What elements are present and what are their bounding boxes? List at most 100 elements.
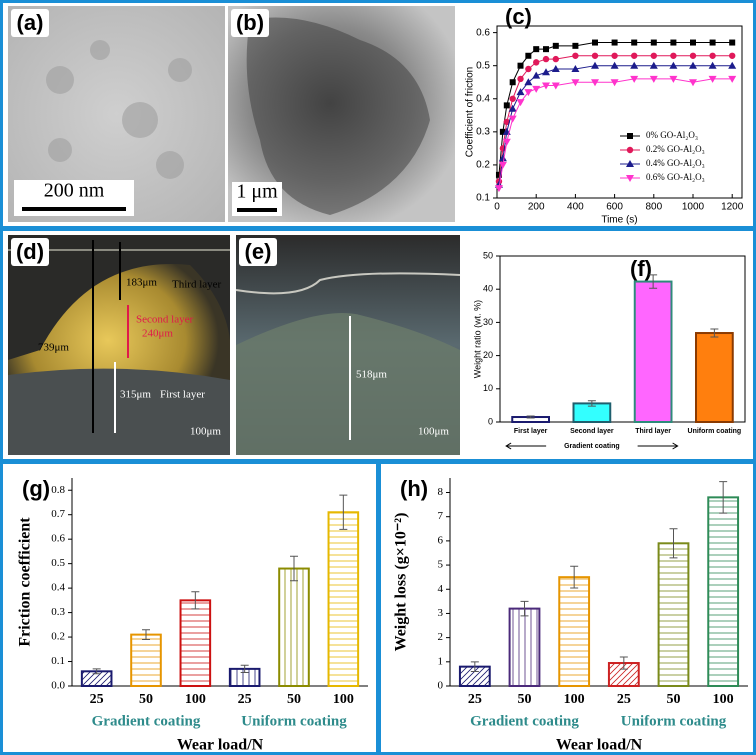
panel-label: (d) (16, 239, 44, 264)
y-tick-label: 0.1 (476, 193, 490, 204)
marker (592, 39, 598, 46)
y-tick-label: 0.4 (476, 93, 490, 104)
x-tick-label: 100 (713, 692, 734, 707)
y-tick-label: 5 (438, 559, 444, 571)
y-tick-label: 3 (438, 607, 444, 619)
marker (709, 52, 716, 59)
y-tick-label: 30 (483, 317, 493, 327)
marker (532, 85, 541, 93)
image-e: (e) 518μm 100μm (235, 235, 461, 455)
bar (278, 567, 310, 688)
image-b: (b) 1 μm (228, 6, 455, 222)
y-tick-label: 0.5 (476, 60, 490, 71)
y-tick-label: 0.6 (51, 533, 65, 545)
marker (689, 52, 697, 59)
scale-label: 200 nm (44, 180, 105, 202)
error-bar (587, 400, 596, 407)
y-tick-label: 0.6 (476, 27, 490, 38)
error-bar (290, 555, 298, 582)
x-tick-label: 600 (606, 202, 623, 213)
error-bar (570, 565, 579, 589)
marker (631, 39, 638, 46)
legend-marker (626, 146, 634, 154)
y-tick-label: 7 (438, 510, 444, 522)
image-d: (d) 183μm Third layer Second layer 240μm… (8, 235, 230, 455)
legend-label: 0.6% GO-Al₂O₃ (646, 172, 705, 182)
marker (551, 65, 560, 72)
error-bar (92, 668, 101, 675)
panel-label: (e) (245, 239, 272, 264)
error-bar (710, 328, 719, 338)
legend-label: 0% GO-Al₂O₃ (646, 130, 698, 140)
scale-label: 100μm (418, 426, 449, 438)
marker (591, 52, 599, 59)
y-tick-label: 0.3 (51, 606, 65, 618)
marker (649, 61, 658, 69)
marker (690, 39, 696, 46)
bar (327, 511, 360, 688)
y-axis-label: Weight ratio (wt. %) (472, 300, 482, 378)
marker (516, 88, 525, 96)
axis (449, 478, 748, 687)
marker (542, 82, 550, 90)
x-tick-label: 400 (567, 202, 584, 213)
group-label: Uniform coating (241, 713, 347, 729)
marker (650, 39, 657, 46)
marker (708, 75, 717, 83)
y-tick-label: 0 (438, 680, 444, 692)
marker (524, 78, 533, 86)
marker (517, 62, 524, 69)
x-tick-label: 25 (468, 692, 482, 707)
bar (130, 633, 162, 687)
image-a: (a) 200 nm (8, 6, 225, 222)
marker (611, 52, 618, 59)
plot-frame (499, 255, 746, 423)
marker (611, 39, 618, 46)
y-tick-label: 4 (438, 583, 444, 595)
x-tick-label: 200 (528, 202, 545, 213)
marker (591, 61, 599, 69)
x-tick-label: 100 (333, 692, 354, 707)
bar (179, 599, 212, 688)
scale-label: 1 μm (236, 181, 278, 203)
x-tick-label: 0 (494, 202, 500, 213)
marker (516, 99, 525, 107)
bar (558, 576, 591, 687)
marker (709, 39, 716, 46)
error-bar (520, 600, 529, 617)
y-tick-label: 0.1 (51, 655, 65, 667)
x-axis-label: Wear load/N (177, 737, 264, 754)
error-bar (339, 494, 348, 530)
y-tick-label: 50 (483, 250, 493, 260)
series-line (498, 78, 733, 189)
annotation: 183μm (126, 277, 157, 289)
marker (503, 102, 510, 109)
group-label: Uniform coating (621, 713, 727, 729)
legend-label: 0.4% GO-Al₂O₃ (646, 158, 705, 168)
y-tick-label: 2 (438, 631, 444, 643)
marker (571, 79, 580, 87)
marker (669, 61, 678, 69)
bar (633, 280, 673, 423)
marker (532, 71, 541, 79)
x-tick-label: 100 (185, 692, 206, 707)
x-tick-label: 50 (518, 692, 532, 707)
marker (610, 79, 619, 87)
x-tick-label: 1000 (682, 202, 705, 213)
marker (508, 115, 517, 123)
y-tick-label: 0.3 (476, 126, 490, 137)
error-bar (470, 661, 479, 672)
error-bar (719, 481, 728, 514)
panel-label: (f) (630, 256, 652, 281)
marker (524, 89, 533, 97)
x-tick-label: 50 (139, 692, 153, 707)
marker (689, 79, 697, 87)
annotation: 518μm (356, 369, 387, 381)
legend-label: 0.2% GO-Al₂O₃ (646, 144, 705, 154)
bar (657, 542, 690, 687)
panel-label: (h) (400, 476, 428, 501)
marker (572, 42, 579, 49)
marker (650, 52, 657, 59)
